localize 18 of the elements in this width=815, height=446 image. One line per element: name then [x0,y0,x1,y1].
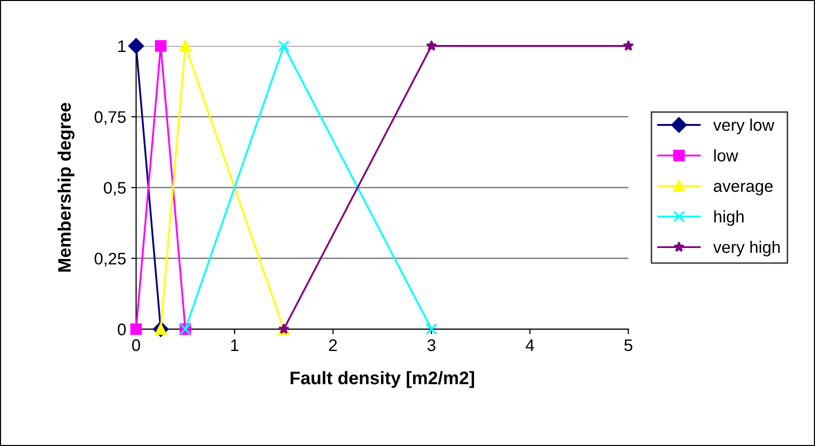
y-tick-label: 1 [118,40,126,52]
y-tick-label: 0,75 [94,111,126,125]
x-tick-label: 2 [329,339,337,351]
x-tick-label: 0 [132,339,140,352]
y-axis-title: Membership degree [58,102,75,272]
y-tick-label: 0 [118,324,126,336]
legend-label: very low [713,118,774,134]
x-tick-label: 5 [624,339,632,352]
legend-label: low [714,149,738,162]
y-tick-label: 0,5 [104,182,126,196]
x-tick-label: 4 [526,339,534,351]
y-tick-label: 0,25 [94,252,126,267]
legend-label: very high [713,240,780,256]
legend-label: average [714,182,773,196]
legend-label: high [714,210,744,226]
x-tick-label: 1 [231,339,238,351]
x-axis-title: Fault density [m2/m2] [290,371,474,388]
x-tick-label: 3 [427,339,436,352]
